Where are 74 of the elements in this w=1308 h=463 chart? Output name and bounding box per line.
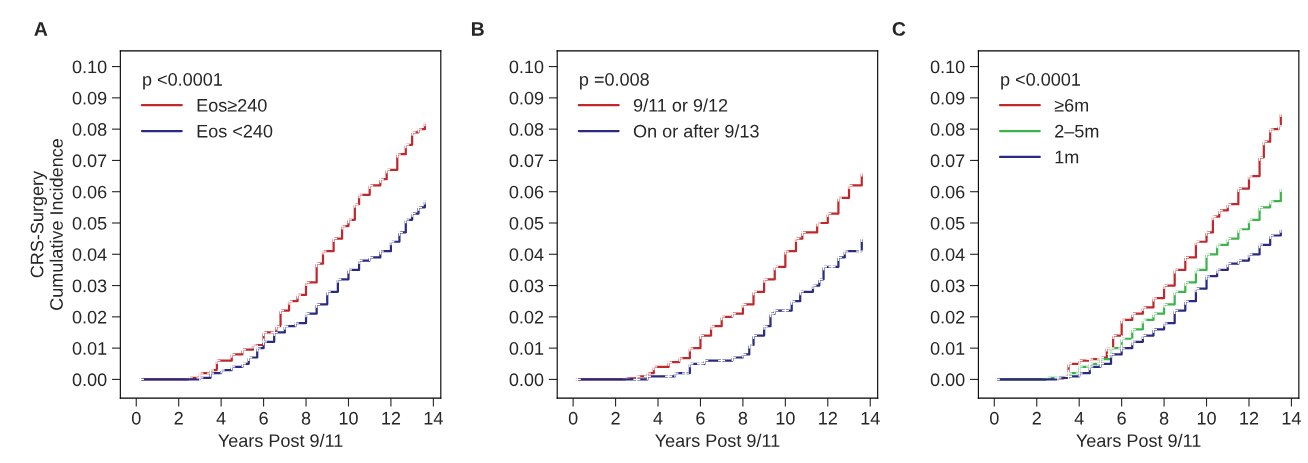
- y-tick-label: 0.09: [72, 91, 107, 105]
- chart-title: A: [34, 22, 48, 36]
- x-tick-label: 6: [696, 411, 705, 425]
- x-tick-label: 12: [1240, 411, 1259, 425]
- y-tick-label: 0.10: [930, 60, 965, 74]
- y-tick-label: 0.09: [930, 91, 965, 105]
- y-tick-label: 0.10: [509, 60, 544, 74]
- x-tick-label: 2: [611, 411, 620, 425]
- y-tick-label: 0.06: [509, 185, 544, 199]
- y-tick-label: 0.03: [509, 279, 544, 293]
- y-axis-title: CRS-Surgery Cumulative Incidence: [30, 139, 63, 310]
- legend-label: On or after 9/13: [633, 124, 759, 138]
- y-tick-label: 0.04: [930, 248, 965, 261]
- x-tick-label: 0: [989, 411, 999, 425]
- y-tick-label: 0.07: [509, 154, 544, 168]
- y-tick-label: 0.08: [930, 123, 965, 136]
- y-tick-label: 0.04: [72, 248, 107, 261]
- x-axis-title: Years Post 9/11: [1076, 433, 1201, 448]
- y-tick-label: 0.00: [72, 373, 107, 387]
- x-axis-title: Years Post 9/11: [218, 433, 343, 448]
- x-tick-label: 8: [1159, 411, 1169, 425]
- x-tick-label: 0: [568, 411, 578, 425]
- x-tick-label: 8: [738, 411, 748, 425]
- legend-label: ≥6m: [1054, 98, 1089, 112]
- legend-title: p =0.008: [580, 73, 649, 90]
- x-tick-label: 14: [1282, 412, 1301, 425]
- y-tick-label: 0.02: [72, 310, 107, 324]
- legend-label: 1m: [1055, 150, 1079, 164]
- x-tick-label: 12: [819, 411, 837, 425]
- x-tick-label: 0: [131, 411, 141, 425]
- legend-title: p <0.0001: [1001, 73, 1080, 90]
- x-tick-label: 10: [1197, 411, 1216, 425]
- y-tick-label: 0.10: [72, 60, 107, 74]
- x-tick-label: 10: [776, 411, 795, 425]
- y-tick-label: 0.02: [930, 310, 965, 324]
- legend-label: 9/11 or 9/12: [633, 98, 728, 112]
- y-tick-label: 0.08: [509, 123, 544, 136]
- y-tick-label: 0.02: [509, 310, 544, 324]
- y-tick-label: 0.00: [509, 373, 544, 387]
- y-tick-label: 0.07: [930, 154, 965, 168]
- y-tick-label: 0.07: [72, 154, 107, 168]
- y-tick-label: 0.05: [72, 216, 107, 230]
- x-tick-label: 8: [301, 411, 311, 425]
- y-tick-label: 0.06: [930, 185, 965, 199]
- x-tick-label: 6: [259, 411, 268, 425]
- x-tick-label: 10: [339, 411, 358, 425]
- y-tick-label: 0.05: [509, 216, 544, 230]
- x-tick-label: 12: [382, 411, 401, 425]
- x-tick-label: 2: [1032, 411, 1041, 425]
- y-tick-label: 0.05: [930, 216, 965, 230]
- y-tick-label: 0.06: [72, 185, 107, 199]
- x-tick-label: 14: [861, 412, 880, 425]
- y-tick-label: 0.08: [72, 123, 107, 136]
- x-axis-title: Years Post 9/11: [655, 433, 780, 448]
- x-tick-label: 4: [653, 412, 663, 425]
- chart-title: C: [892, 22, 906, 36]
- y-tick-label: 0.03: [930, 279, 965, 293]
- y-tick-label: 0.01: [72, 342, 107, 355]
- x-tick-label: 6: [1117, 411, 1126, 425]
- x-tick-label: 4: [216, 412, 226, 425]
- y-tick-label: 0.01: [509, 342, 544, 355]
- y-tick-label: 0.03: [72, 279, 107, 293]
- y-tick-label: 0.09: [509, 91, 544, 105]
- legend-label: 2–5m: [1055, 124, 1099, 138]
- x-tick-label: 2: [174, 411, 183, 425]
- y-tick-label: 0.01: [930, 342, 965, 355]
- x-tick-label: 4: [1074, 412, 1084, 425]
- x-tick-label: 14: [424, 412, 443, 425]
- y-tick-label: 0.00: [930, 373, 965, 387]
- y-tick-label: 0.04: [509, 248, 544, 261]
- legend-title: p <0.0001: [143, 73, 222, 90]
- legend-label: Eos <240: [197, 124, 273, 138]
- legend-label: Eos≥240: [197, 98, 267, 112]
- chart-title: B: [471, 22, 484, 36]
